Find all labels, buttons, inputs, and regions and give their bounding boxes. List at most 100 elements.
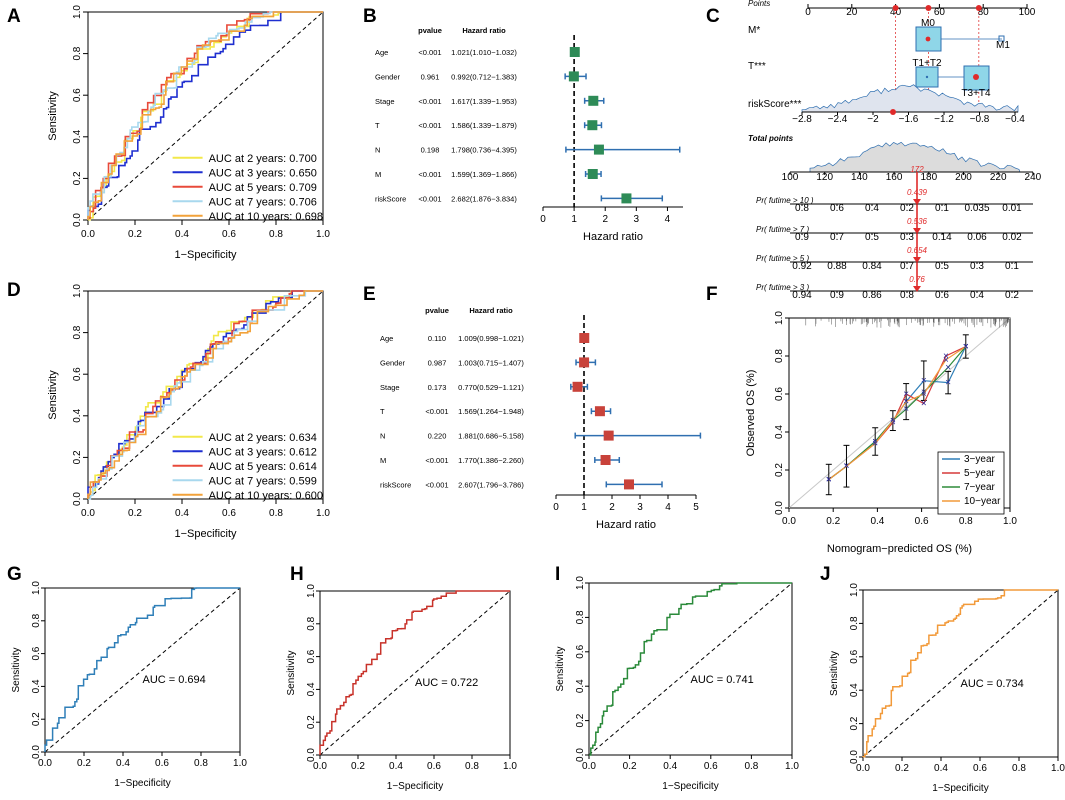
j-reference-diagonal xyxy=(862,589,1059,758)
j-y-tick-label: 0.0 xyxy=(849,750,860,764)
h-auc-label: AUC = 0.722 xyxy=(415,677,478,689)
c-prob-tick-label: 0.9 xyxy=(830,290,844,301)
a-x-tick-label: 0.0 xyxy=(81,229,95,240)
d-x-tick-label: 0.4 xyxy=(175,508,189,519)
e-x-tick-label: 0 xyxy=(553,502,559,513)
c-prob-tick-label: 0.7 xyxy=(900,261,914,272)
c-total-tick-label: 160 xyxy=(886,172,903,183)
j-auc-label: AUC = 0.734 xyxy=(961,678,1024,690)
c-m-label: M* xyxy=(748,25,760,36)
a-x-tick-label: 0.2 xyxy=(128,229,142,240)
c-prob-tick-label: 0.8 xyxy=(900,290,914,301)
c-total-tick-label: 180 xyxy=(920,172,937,183)
c-t-label: T*** xyxy=(748,61,766,72)
e-hr-marker xyxy=(600,455,611,465)
i-roc-curve xyxy=(589,582,792,756)
e-header-hazard-ratio: Hazard ratio xyxy=(469,306,513,315)
c-riskscore-tick-label: −0.4 xyxy=(1005,114,1025,125)
g-y-tick-label: 0.8 xyxy=(31,613,42,627)
f-calibration-point: × xyxy=(844,461,850,472)
h-x-tick-label: 0.4 xyxy=(389,761,403,772)
b-row-pvalue: <0.001 xyxy=(418,48,441,57)
g-x-tick-label: 0.4 xyxy=(116,758,130,769)
c-prob-tick-label: 0.5 xyxy=(865,232,879,243)
c-prob-tick-label: 0.86 xyxy=(862,290,882,301)
f-y-tick-label: 0.0 xyxy=(774,501,785,515)
f-calibration-point: × xyxy=(826,475,832,486)
e-row-hazard-ratio: 2.607(1.796−3.786) xyxy=(458,480,524,489)
b-row-hazard-ratio: 1.798(0.736−4.395) xyxy=(451,146,517,155)
f-y-tick-label: 0.6 xyxy=(774,387,785,401)
c-riskscore-tick-label: −2 xyxy=(867,114,879,125)
f-calibration-line-4 xyxy=(828,346,967,480)
f-calibration-point: × xyxy=(903,397,909,408)
b-x-tick-label: 1 xyxy=(571,214,577,225)
c-prob-label: Pr( futime > 5 ) xyxy=(756,254,809,263)
c-riskscore-tick-label: −2.8 xyxy=(792,114,812,125)
g-roc-curve xyxy=(44,587,240,752)
e-row-label: riskScore xyxy=(380,480,411,489)
c-riskscore-label: riskScore*** xyxy=(748,99,801,110)
f-legend-entry: 5−year xyxy=(964,468,996,479)
e-row-pvalue: <0.001 xyxy=(425,407,448,416)
c-prob-tick-label: 0.035 xyxy=(964,203,989,214)
d-plot-frame xyxy=(87,290,324,500)
c-prob-tick-label: 0.01 xyxy=(1002,203,1022,214)
i-y-tick-label: 0.4 xyxy=(575,679,586,693)
d-roc-curve-3 xyxy=(87,290,323,499)
d-y-tick-label: 1.0 xyxy=(72,284,83,298)
e-hr-marker xyxy=(579,333,590,343)
d-legend-entry: AUC at 2 years: 0.634 xyxy=(209,432,317,444)
f-calibration-point: × xyxy=(945,362,951,373)
panel-letter-a: A xyxy=(7,6,21,27)
g-x-tick-label: 0.2 xyxy=(77,758,91,769)
c-total-label: Total points xyxy=(748,134,794,143)
f-y-tick-label: 0.2 xyxy=(774,463,785,477)
b-hr-marker xyxy=(588,95,599,106)
b-header-pvalue: pvalue xyxy=(418,26,442,35)
d-reference-diagonal xyxy=(87,290,324,500)
e-header-pvalue: pvalue xyxy=(425,306,449,315)
d-y-tick-label: 0.8 xyxy=(72,325,83,339)
c-points-tick-label: 0 xyxy=(805,7,811,18)
i-auc-label: AUC = 0.741 xyxy=(691,674,754,686)
c-point-marker xyxy=(975,5,982,11)
a-y-axis-label: Sensitivity xyxy=(47,91,59,141)
panel-f: 0.00.00.20.20.40.40.60.60.80.81.01.0××××… xyxy=(745,311,1017,555)
d-legend-entry: AUC at 7 years: 0.599 xyxy=(209,475,317,487)
h-x-tick-label: 0.2 xyxy=(351,761,365,772)
g-x-tick-label: 1.0 xyxy=(233,758,247,769)
f-y-tick-label: 1.0 xyxy=(774,311,785,325)
i-x-tick-label: 0.0 xyxy=(582,761,596,772)
j-roc-curve xyxy=(862,589,1058,758)
panel-letter-e: E xyxy=(363,284,376,305)
f-calibration-point: × xyxy=(826,475,832,486)
e-hr-marker xyxy=(579,357,590,368)
a-plot-frame xyxy=(87,11,324,221)
f-calibration-point: × xyxy=(921,389,927,400)
h-x-axis-label: 1−Specificity xyxy=(387,781,443,792)
c-m1-box xyxy=(998,35,1005,42)
c-prob-tick-label: 0.5 xyxy=(935,261,949,272)
h-y-tick-label: 0.6 xyxy=(306,649,317,663)
j-x-tick-label: 0.4 xyxy=(934,763,948,774)
e-hr-marker xyxy=(594,406,605,417)
d-y-tick-label: 0.0 xyxy=(72,492,83,506)
e-row-label: N xyxy=(380,432,385,441)
d-x-tick-label: 0.0 xyxy=(81,508,95,519)
c-prob-marker xyxy=(913,199,921,205)
c-riskscore-tick-label: −0.8 xyxy=(970,114,990,125)
b-x-tick-label: 0 xyxy=(540,214,546,225)
c-prob-tick-label: 0.2 xyxy=(900,203,914,214)
panel-letter-j: J xyxy=(820,564,831,585)
f-calibration-point: × xyxy=(921,387,927,398)
a-legend-entry: AUC at 10 years: 0.698 xyxy=(209,211,323,223)
panel-a: 0.0 0.0 0.2 0.2 0.4 0.4 0.6 0.6 0.8 0.8 1.0 1.0 1−Sp… xyxy=(47,5,330,261)
d-y-axis-label: Sensitivity xyxy=(47,370,59,420)
f-y-axis-label: Observed OS (%) xyxy=(745,370,757,457)
b-row-hazard-ratio: 0.992(0.712−1.383) xyxy=(451,72,517,81)
c-prob-tick-label: 0.3 xyxy=(900,232,914,243)
d-legend-entry: AUC at 5 years: 0.614 xyxy=(209,461,317,473)
e-row-label: T xyxy=(380,407,385,416)
